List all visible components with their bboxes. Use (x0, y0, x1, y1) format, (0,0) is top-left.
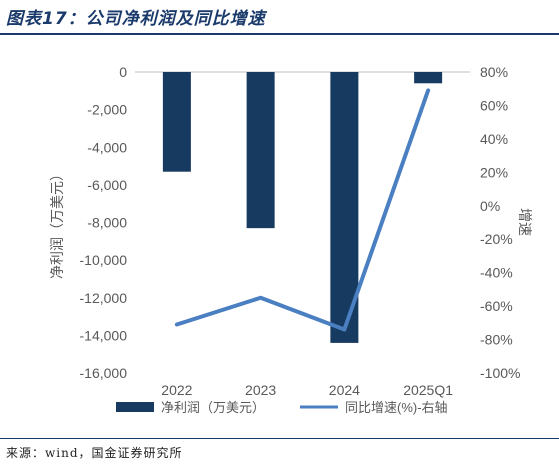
y2-tick-label: -80% (480, 332, 513, 348)
y2-axis-label: 增速 (517, 208, 533, 236)
y2-tick-label: 60% (480, 97, 508, 113)
bar-2023 (246, 72, 275, 229)
y-tick-label: -10,000 (80, 252, 128, 268)
legend-bar-swatch (116, 402, 154, 412)
x-tick-label: 2024 (329, 382, 360, 398)
y2-tick-label: 40% (480, 131, 508, 147)
title-rule (0, 33, 559, 35)
y2-tick-label: -20% (480, 231, 513, 247)
bottom-rule (0, 438, 559, 439)
x-tick-label: 2023 (245, 382, 276, 398)
legend-line-label: 同比增速(%)-右轴 (345, 400, 448, 415)
x-tick-label: 2025Q1 (403, 382, 453, 398)
growth-line (174, 88, 431, 332)
x-axis-ticks: 2022 2023 2024 2025Q1 (161, 382, 453, 398)
y2-tick-label: 20% (480, 164, 508, 180)
chart-svg: 0 -2,000 -4,000 -6,000 -8,000 -10,000 -12,000 -… (49, 64, 533, 415)
y-tick-label: -2,000 (87, 102, 127, 118)
left-axis-ticks: 0 -2,000 -4,000 -6,000 -8,000 -10,000 -12,000 -… (80, 64, 128, 381)
legend: 净利润（万美元） 同比增速(%)-右轴 (116, 400, 448, 415)
x-tick-label: 2022 (161, 382, 192, 398)
y2-tick-label: -60% (480, 298, 513, 314)
y-tick-label: -12,000 (80, 290, 128, 306)
y2-tick-label: -40% (480, 265, 513, 281)
growth-polyline (174, 88, 431, 332)
bar-2022 (162, 72, 191, 172)
y2-tick-label: 0% (480, 198, 500, 214)
y-tick-label: -8,000 (87, 215, 127, 231)
y-axis-label: 净利润（万美元） (49, 167, 65, 279)
source-note: 来源：wind，国金证券研究所 (6, 446, 183, 460)
y-tick-label: -16,000 (80, 365, 128, 381)
bars (162, 72, 443, 343)
right-axis-ticks: 80% 60% 40% 20% 0% -20% -40% -60% -80% -100% (480, 64, 520, 381)
y2-tick-label: 80% (480, 64, 508, 80)
chart-title: 图表17：公司净利润及同比增速 (6, 9, 266, 29)
y-tick-label: 0 (119, 64, 127, 80)
y-tick-label: -14,000 (80, 327, 128, 343)
bar-2025Q1 (414, 72, 443, 84)
y-tick-label: -4,000 (87, 139, 127, 155)
y2-tick-label: -100% (480, 365, 520, 381)
legend-bar-label: 净利润（万美元） (161, 400, 265, 415)
y-tick-label: -6,000 (87, 177, 127, 193)
